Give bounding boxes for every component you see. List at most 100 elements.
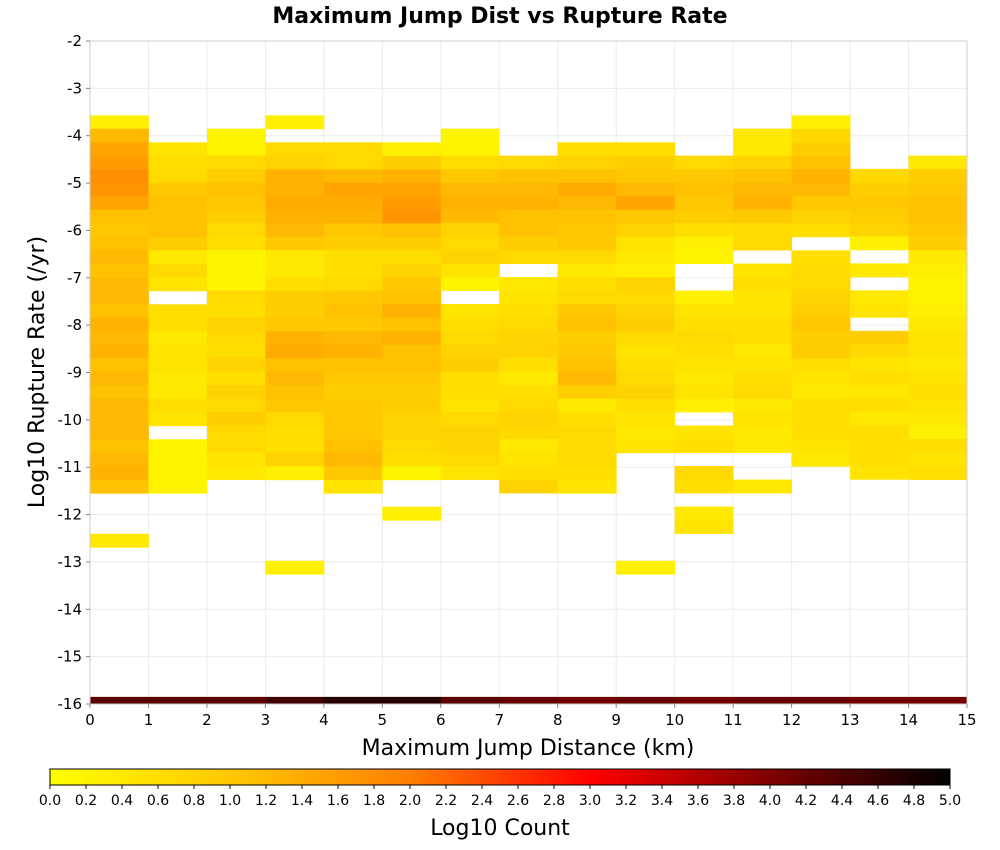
- heatmap-cell: [206, 182, 266, 197]
- heatmap-cell: [265, 182, 325, 197]
- x-tick-label: 7: [494, 711, 504, 729]
- heatmap-cell: [382, 209, 442, 224]
- heatmap-cell: [850, 411, 909, 426]
- heatmap-cell: [908, 209, 968, 224]
- heatmap-cell: [674, 371, 734, 386]
- heatmap-cell: [265, 452, 325, 467]
- heatmap-cell: [323, 425, 383, 440]
- heatmap-cell: [382, 331, 442, 346]
- heatmap-cell: [733, 155, 792, 170]
- heatmap-cell: [908, 304, 968, 318]
- heatmap-cell: [557, 263, 617, 278]
- heatmap-cell: [323, 412, 383, 427]
- heatmap-cell: [148, 331, 208, 346]
- heatmap-cell: [733, 412, 792, 426]
- heatmap-cell: [148, 277, 208, 292]
- heatmap-cell: [616, 371, 676, 386]
- heatmap-cell: [791, 304, 851, 319]
- heatmap-cell: [850, 398, 909, 413]
- heatmap-cell: [440, 317, 500, 332]
- heatmap-cell: [557, 196, 617, 211]
- colorbar-ticks: 0.0 0.2 0.4 0.6 0.8 1.0 1.2 1.4 1.6 1.8 2.0 2.2 2.4 2…: [39, 785, 961, 809]
- heatmap-cell: [148, 479, 208, 494]
- heatmap-cell: [206, 290, 266, 305]
- heatmap-cell: [265, 209, 325, 224]
- heatmap-cell: [90, 331, 149, 346]
- heatmap-cell: [90, 398, 149, 413]
- heatmap-cell: [148, 263, 208, 278]
- heatmap-cell: [323, 439, 383, 454]
- heatmap-cell: [499, 304, 559, 318]
- x-axis-title: Maximum Jump Distance (km): [362, 736, 695, 761]
- heatmap-cell: [323, 263, 383, 278]
- heatmap-cell: [148, 142, 208, 157]
- heatmap-cell: [265, 155, 325, 170]
- y-axis-title: Log10 Rupture Rate (/yr): [25, 236, 50, 508]
- heatmap-cell: [733, 169, 792, 183]
- x-tick-label: 3: [261, 711, 271, 729]
- heatmap-cell: [791, 128, 851, 143]
- heatmap-cell: [265, 412, 325, 427]
- heatmap-cell: [148, 182, 208, 197]
- heatmap-cell: [674, 344, 734, 359]
- heatmap-cell: [265, 344, 325, 359]
- colorbar-tick-label: 4.2: [795, 793, 817, 809]
- heatmap-cell: [90, 358, 149, 373]
- heatmap-cell: [148, 452, 208, 467]
- heatmap-cell: [557, 398, 617, 413]
- heatmap-cell: [616, 169, 676, 184]
- heatmap-cell: [382, 317, 442, 332]
- heatmap-cell: [148, 223, 208, 238]
- heatmap-cell: [90, 385, 149, 400]
- heatmap-cell: [908, 358, 968, 372]
- heatmap-cell: [265, 696, 325, 704]
- heatmap-cell: [557, 277, 617, 292]
- heatmap-cell: [265, 466, 325, 481]
- heatmap-cell: [382, 439, 442, 454]
- heatmap-cell: [733, 304, 792, 318]
- heatmap-cell: [557, 479, 617, 494]
- heatmap-cell: [850, 290, 909, 305]
- heatmap-cell: [440, 425, 500, 440]
- heatmap-cell: [674, 182, 734, 197]
- heatmap-cell: [499, 290, 559, 305]
- y-tick-label: -12: [58, 506, 83, 524]
- heatmap-cell: [382, 169, 442, 184]
- heatmap-cell: [323, 479, 383, 494]
- heatmap-cell: [265, 439, 325, 454]
- heatmap-cell: [557, 344, 617, 359]
- heatmap-cell: [323, 452, 383, 467]
- colorbar-tick-label: 4.6: [867, 793, 889, 809]
- heatmap-cell: [733, 263, 792, 278]
- heatmap-cell: [733, 439, 792, 453]
- heatmap-cell: [733, 331, 792, 345]
- heatmap-cell: [90, 169, 149, 184]
- heatmap-cell: [616, 398, 676, 413]
- heatmap-cell: [148, 385, 208, 400]
- heatmap-cell: [440, 358, 500, 372]
- y-tick-label: -3: [67, 79, 82, 97]
- heatmap-cell: [557, 223, 617, 238]
- heatmap-cell: [499, 317, 559, 332]
- heatmap-cell: [616, 439, 676, 454]
- colorbar-tick-label: 3.6: [687, 793, 709, 809]
- heatmap-cell: [908, 696, 968, 704]
- heatmap-cell: [674, 317, 734, 332]
- heatmap-cell: [616, 425, 676, 440]
- heatmap-cell: [90, 209, 149, 224]
- heatmap-cell: [616, 560, 676, 575]
- heatmap-cell: [557, 182, 617, 197]
- heatmap-cell: [323, 696, 383, 704]
- heatmap-cell: [206, 398, 266, 413]
- heatmap-cell: [440, 371, 500, 386]
- heatmap-cell: [206, 371, 266, 386]
- heatmap-cell: [382, 290, 442, 305]
- heatmap-cell: [850, 465, 909, 480]
- heatmap-cell: [499, 169, 559, 183]
- heatmap-cell: [206, 277, 266, 291]
- heatmap-cell: [499, 236, 559, 251]
- heatmap-cell: [90, 236, 149, 251]
- heatmap-cell: [908, 263, 968, 278]
- heatmap-cell: [616, 155, 676, 170]
- heatmap-cell: [733, 223, 792, 237]
